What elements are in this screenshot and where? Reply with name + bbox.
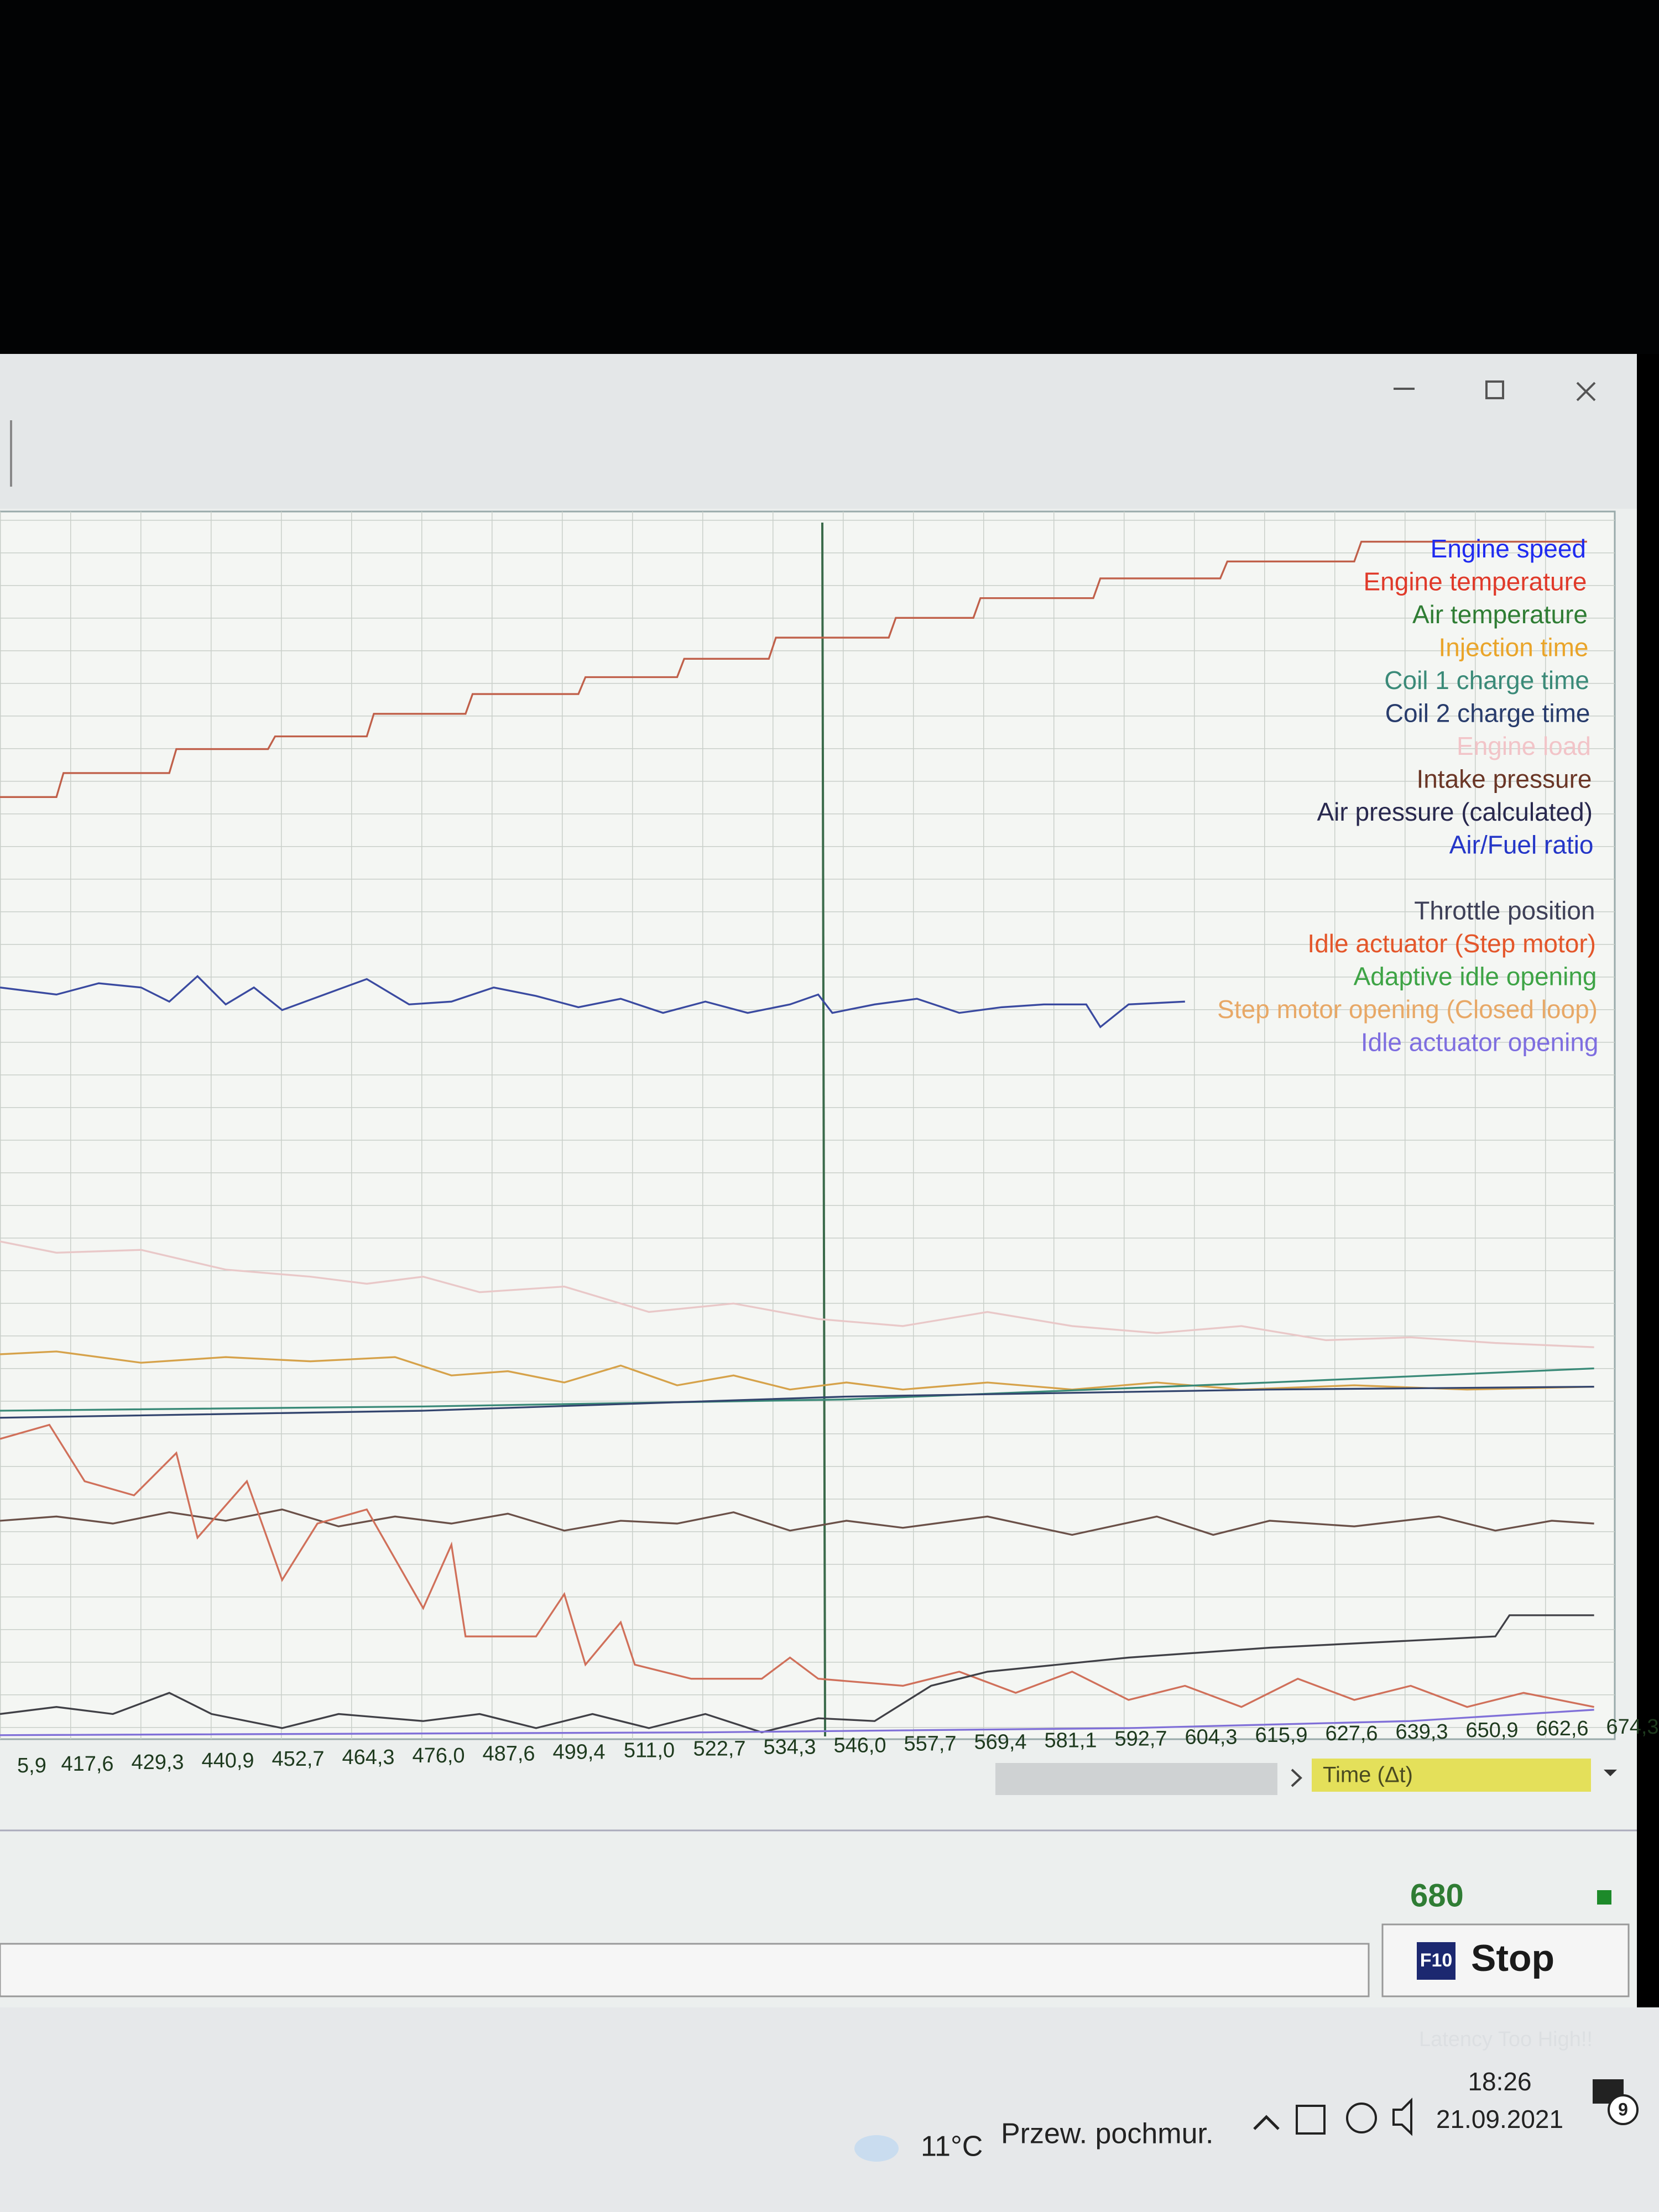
legend-entry: Idle actuator opening xyxy=(1361,1028,1599,1057)
x-tick-label: 534,3 xyxy=(763,1736,816,1759)
x-tick-label: 592,7 xyxy=(1114,1727,1167,1750)
network-icon[interactable] xyxy=(1346,2103,1377,2133)
x-tick-label: 674,3 xyxy=(1606,1715,1658,1739)
legend-entry: Throttle position xyxy=(1414,896,1595,925)
x-tick-label: 522,7 xyxy=(693,1738,745,1761)
x-tick-label: 662,6 xyxy=(1536,1717,1588,1740)
volume-icon[interactable] xyxy=(1392,2098,1412,2136)
button-label: Stop xyxy=(1471,1937,1554,1979)
trace-engine-load xyxy=(0,1240,1594,1348)
weather-icon xyxy=(854,2135,899,2162)
x-tick-label: 615,9 xyxy=(1255,1724,1307,1747)
maximize-button[interactable] xyxy=(1485,380,1504,399)
x-tick-label: 604,3 xyxy=(1185,1725,1237,1749)
trace-air-fuel xyxy=(0,975,1185,1029)
title-toolbar xyxy=(0,354,1637,509)
grid xyxy=(0,512,1615,1739)
trace-throttle xyxy=(0,1614,1594,1734)
x-axis-labels: 5,9 417,6 429,3 440,9 452,7 464,3 476,0 487,6 49… xyxy=(17,1715,1659,1777)
tray-icon[interactable] xyxy=(1296,2105,1326,2135)
input-box[interactable] xyxy=(0,1943,1370,1997)
legend-entry: Intake pressure xyxy=(1416,765,1592,794)
x-tick-label: 452,7 xyxy=(272,1747,324,1771)
x-tick-label: 546,0 xyxy=(833,1734,886,1757)
x-tick-label: 650,9 xyxy=(1465,1719,1518,1742)
clock-time: 18:26 xyxy=(1468,2067,1531,2096)
clock-date: 21.09.2021 xyxy=(1436,2105,1563,2133)
notification-badge xyxy=(1608,2094,1639,2125)
trace-coil2 xyxy=(0,1385,1594,1419)
legend-entry: Engine temperature xyxy=(1363,567,1587,596)
legend-entry: Air/Fuel ratio xyxy=(1449,831,1594,859)
axis-name: Time (Δt) xyxy=(1323,1763,1413,1787)
x-tick-label: 569,4 xyxy=(974,1730,1026,1754)
axis-selector[interactable] xyxy=(1312,1759,1591,1792)
legend-entry: Step motor opening (Closed loop) xyxy=(1217,995,1598,1024)
scrollbar[interactable] xyxy=(995,1763,1277,1795)
latency-warning: Latency Too High!! xyxy=(1419,2028,1593,2051)
x-tick-label: 440,9 xyxy=(201,1749,254,1772)
dropdown-arrow[interactable] xyxy=(1604,1770,1617,1776)
key-label: F10 xyxy=(1420,1950,1453,1971)
x-tick-label: 429,3 xyxy=(131,1751,184,1774)
temperature: 11°C xyxy=(921,2131,983,2163)
x-tick-label: 464,3 xyxy=(342,1746,394,1769)
notification-count: 9 xyxy=(1618,2099,1628,2119)
legend-entry: Engine speed xyxy=(1431,534,1586,563)
trace-idle-actuator xyxy=(0,1423,1594,1708)
dark-background xyxy=(0,0,1659,354)
weather: Przew. pochmur. xyxy=(1001,2118,1213,2150)
x-tick-label: 639,3 xyxy=(1395,1720,1448,1744)
legend-entry: Air temperature xyxy=(1412,600,1588,629)
x-tick-label: 417,6 xyxy=(61,1752,113,1776)
x-tick-label: 581,1 xyxy=(1044,1729,1097,1752)
trace-intake xyxy=(0,1508,1594,1536)
legend: Engine speed Engine temperature Air temper… xyxy=(1217,534,1598,1057)
key-badge xyxy=(1417,1942,1455,1980)
legend-entry: Engine load xyxy=(1457,732,1591,760)
traces xyxy=(0,540,1594,1736)
close-button[interactable] xyxy=(1576,382,1596,401)
x-tick-label: 627,6 xyxy=(1325,1722,1378,1745)
x-tick-label: 5,9 xyxy=(17,1754,46,1777)
x-tick-label: 557,7 xyxy=(904,1732,956,1755)
legend-entry: Coil 2 charge time xyxy=(1385,699,1590,728)
legend-entry: Air pressure (calculated) xyxy=(1317,797,1593,826)
status-indicator xyxy=(1597,1890,1611,1905)
x-tick-label: 511,0 xyxy=(624,1739,675,1762)
x-tick-label: 499,4 xyxy=(552,1741,605,1764)
trace-engine-temperature xyxy=(0,540,1587,798)
legend-entry: Coil 1 charge time xyxy=(1384,666,1589,695)
x-tick-label: 476,0 xyxy=(412,1744,465,1767)
legend-entry: Injection time xyxy=(1438,633,1588,662)
trace-coil xyxy=(0,1367,1594,1412)
tray-arrow[interactable] xyxy=(1253,2115,1280,2130)
x-tick-label: 487,6 xyxy=(482,1743,535,1766)
legend-entry: Adaptive idle opening xyxy=(1354,962,1597,991)
scroll-arrow[interactable] xyxy=(1291,1768,1302,1787)
counter: 680 xyxy=(1410,1877,1464,1913)
legend-entry: Idle actuator (Step motor) xyxy=(1307,929,1596,958)
taskbar xyxy=(0,2007,1659,2212)
cursor-line xyxy=(821,522,826,1737)
trace-idle-opening xyxy=(0,1709,1594,1736)
